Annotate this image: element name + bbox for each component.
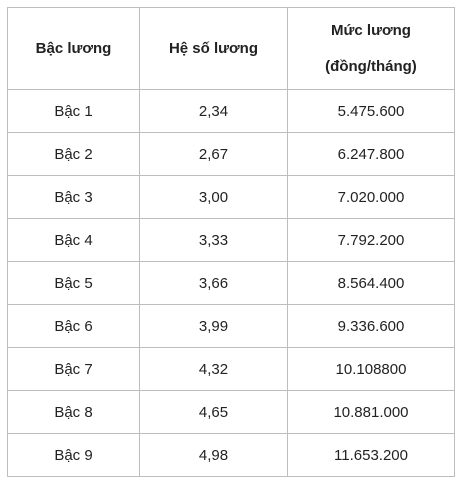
cell-salary: 10.108800 bbox=[287, 347, 455, 391]
table-row: Bậc 6 3,99 9.336.600 bbox=[7, 304, 455, 348]
cell-salary: 7.792.200 bbox=[287, 218, 455, 262]
cell-level: Bậc 1 bbox=[7, 89, 140, 133]
cell-salary: 11.653.200 bbox=[287, 433, 455, 477]
cell-level: Bậc 4 bbox=[7, 218, 140, 262]
cell-salary: 8.564.400 bbox=[287, 261, 455, 305]
header-salary-label: Mức lương bbox=[331, 22, 411, 39]
cell-coefficient: 4,32 bbox=[139, 347, 288, 391]
table-row: Bậc 8 4,65 10.881.000 bbox=[7, 390, 455, 434]
salary-table: Bậc lương Hệ số lương Mức lương (đồng/th… bbox=[7, 7, 455, 477]
table-row: Bậc 4 3,33 7.792.200 bbox=[7, 218, 455, 262]
header-salary: Mức lương (đồng/tháng) bbox=[287, 7, 455, 90]
cell-coefficient: 4,65 bbox=[139, 390, 288, 434]
cell-coefficient: 3,66 bbox=[139, 261, 288, 305]
cell-coefficient: 3,33 bbox=[139, 218, 288, 262]
header-salary-unit: (đồng/tháng) bbox=[325, 58, 417, 75]
table-header-row: Bậc lương Hệ số lương Mức lương (đồng/th… bbox=[7, 7, 455, 90]
cell-level: Bậc 5 bbox=[7, 261, 140, 305]
cell-salary: 9.336.600 bbox=[287, 304, 455, 348]
cell-coefficient: 2,34 bbox=[139, 89, 288, 133]
table-row: Bậc 3 3,00 7.020.000 bbox=[7, 175, 455, 219]
table-row: Bậc 9 4,98 11.653.200 bbox=[7, 433, 455, 477]
cell-level: Bậc 8 bbox=[7, 390, 140, 434]
cell-coefficient: 3,99 bbox=[139, 304, 288, 348]
header-level: Bậc lương bbox=[7, 7, 140, 90]
cell-coefficient: 2,67 bbox=[139, 132, 288, 176]
header-coefficient: Hệ số lương bbox=[139, 7, 288, 90]
cell-level: Bậc 7 bbox=[7, 347, 140, 391]
table-row: Bậc 1 2,34 5.475.600 bbox=[7, 89, 455, 133]
cell-coefficient: 4,98 bbox=[139, 433, 288, 477]
cell-level: Bậc 3 bbox=[7, 175, 140, 219]
table-row: Bậc 5 3,66 8.564.400 bbox=[7, 261, 455, 305]
cell-level: Bậc 2 bbox=[7, 132, 140, 176]
cell-level: Bậc 9 bbox=[7, 433, 140, 477]
cell-level: Bậc 6 bbox=[7, 304, 140, 348]
table-row: Bậc 2 2,67 6.247.800 bbox=[7, 132, 455, 176]
cell-salary: 7.020.000 bbox=[287, 175, 455, 219]
cell-coefficient: 3,00 bbox=[139, 175, 288, 219]
cell-salary: 6.247.800 bbox=[287, 132, 455, 176]
cell-salary: 5.475.600 bbox=[287, 89, 455, 133]
table-row: Bậc 7 4,32 10.108800 bbox=[7, 347, 455, 391]
cell-salary: 10.881.000 bbox=[287, 390, 455, 434]
